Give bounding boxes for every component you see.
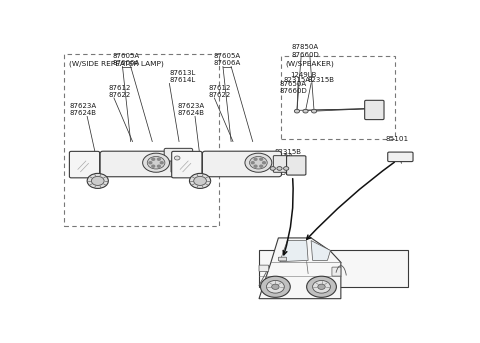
Polygon shape <box>259 238 341 299</box>
Circle shape <box>270 167 276 170</box>
Text: 1249LB: 1249LB <box>290 72 317 78</box>
FancyBboxPatch shape <box>171 156 187 172</box>
Circle shape <box>263 162 265 164</box>
Text: 87623A
87624B: 87623A 87624B <box>177 103 204 116</box>
Polygon shape <box>311 240 330 260</box>
FancyBboxPatch shape <box>172 151 202 178</box>
Bar <box>281 56 395 139</box>
Circle shape <box>261 276 290 297</box>
Circle shape <box>152 158 155 160</box>
Bar <box>64 55 219 226</box>
Circle shape <box>260 158 263 160</box>
FancyBboxPatch shape <box>259 265 269 271</box>
Circle shape <box>303 109 308 113</box>
Circle shape <box>294 109 300 113</box>
FancyBboxPatch shape <box>70 151 100 178</box>
Text: 87605A
87606A: 87605A 87606A <box>213 53 240 66</box>
Text: 87850A
87660D: 87850A 87660D <box>292 44 319 58</box>
Text: 82315A: 82315A <box>266 153 293 159</box>
Polygon shape <box>280 240 308 262</box>
Circle shape <box>160 162 163 164</box>
Text: 87612
87622: 87612 87622 <box>108 85 131 98</box>
Bar <box>259 250 408 287</box>
Circle shape <box>152 165 155 167</box>
Text: (W/SPEAKER): (W/SPEAKER) <box>285 61 334 68</box>
Text: 82315B: 82315B <box>275 149 301 155</box>
Circle shape <box>252 162 254 164</box>
Circle shape <box>157 165 160 167</box>
FancyBboxPatch shape <box>332 267 341 276</box>
Circle shape <box>190 173 211 188</box>
Circle shape <box>254 158 257 160</box>
FancyBboxPatch shape <box>273 156 290 172</box>
FancyBboxPatch shape <box>388 152 413 162</box>
Circle shape <box>143 153 169 172</box>
Circle shape <box>277 167 282 170</box>
Circle shape <box>254 165 257 167</box>
Circle shape <box>149 162 152 164</box>
Circle shape <box>174 156 180 160</box>
FancyBboxPatch shape <box>287 156 306 175</box>
Text: 87612
87622: 87612 87622 <box>209 85 231 98</box>
Text: 87605A
87606A: 87605A 87606A <box>113 53 140 66</box>
Circle shape <box>250 156 267 169</box>
Text: 87623A
87624B: 87623A 87624B <box>69 103 96 116</box>
FancyBboxPatch shape <box>365 100 384 120</box>
FancyBboxPatch shape <box>100 151 179 177</box>
Circle shape <box>147 156 165 169</box>
Circle shape <box>284 167 289 170</box>
Text: 82315B: 82315B <box>307 78 335 83</box>
Circle shape <box>260 165 263 167</box>
Circle shape <box>307 276 336 297</box>
Circle shape <box>91 176 104 186</box>
Text: 95736
1125DA: 95736 1125DA <box>264 163 291 176</box>
Text: 82315A: 82315A <box>283 78 310 83</box>
Circle shape <box>266 281 284 293</box>
Circle shape <box>272 284 279 289</box>
Text: 87650A
87660D: 87650A 87660D <box>279 81 307 94</box>
Circle shape <box>312 109 317 113</box>
Circle shape <box>318 284 325 289</box>
Text: (W/SIDE REPEATER LAMP): (W/SIDE REPEATER LAMP) <box>69 60 164 67</box>
FancyBboxPatch shape <box>278 257 287 261</box>
Text: 85101: 85101 <box>385 136 408 142</box>
Circle shape <box>87 173 108 188</box>
FancyBboxPatch shape <box>164 149 192 161</box>
Circle shape <box>194 176 206 186</box>
Circle shape <box>157 158 160 160</box>
Circle shape <box>245 153 272 172</box>
Text: 87613L
87614L: 87613L 87614L <box>170 70 196 83</box>
FancyBboxPatch shape <box>203 151 281 177</box>
Circle shape <box>312 281 330 293</box>
